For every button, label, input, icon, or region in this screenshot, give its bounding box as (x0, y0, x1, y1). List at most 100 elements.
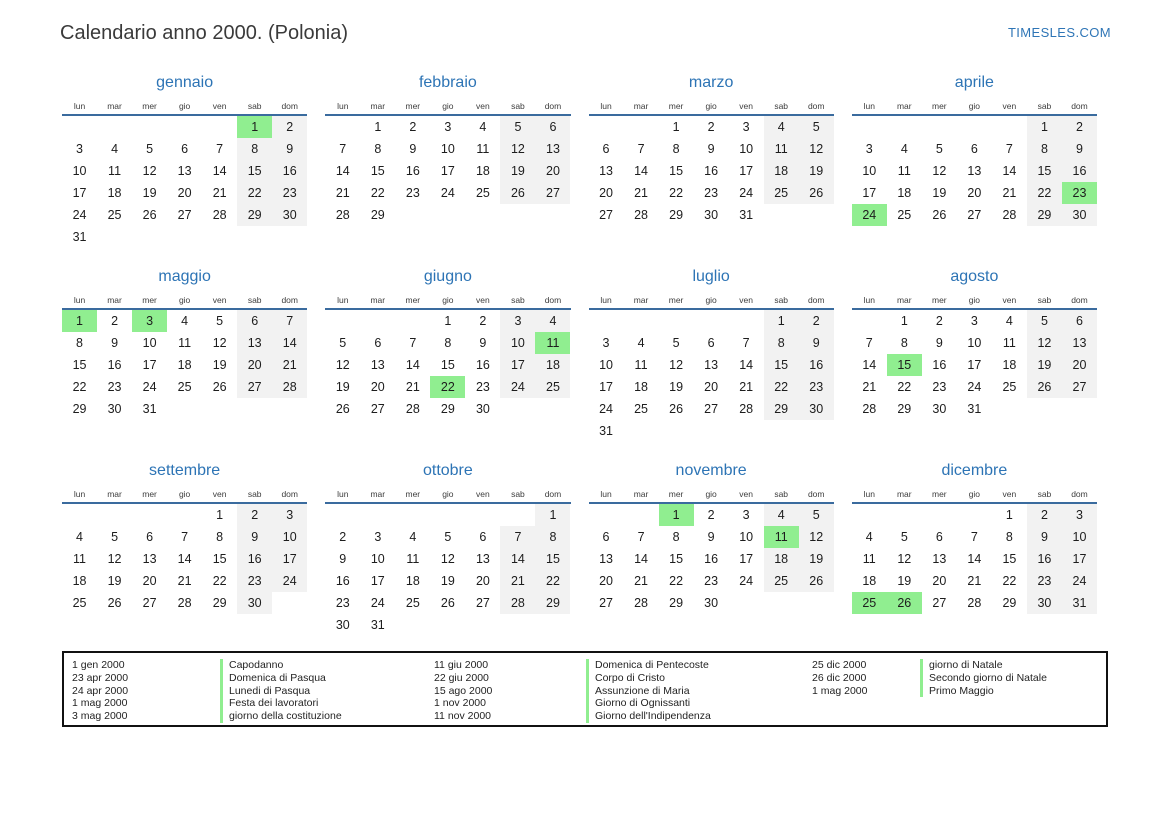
date-cell: 6 (602, 142, 610, 156)
date-cell: 26 (798, 182, 834, 204)
weekday-label: mar (370, 295, 386, 305)
date-cell: 13 (370, 358, 385, 372)
weekday-label: lun (863, 101, 875, 111)
date-cell: 29 (669, 208, 684, 222)
empty-cell (922, 504, 957, 526)
week-row: 17 18 19 20 21 22 23 (589, 376, 834, 398)
date-cell: 12 (500, 138, 536, 160)
holiday-date-cell: 15 (886, 354, 922, 376)
date-cell: 17 (739, 164, 754, 178)
date-cell: 26 (500, 182, 536, 204)
date-cell: 27 (704, 402, 719, 416)
date-cell: 1 (535, 504, 571, 526)
date-cell: 28 (1002, 208, 1017, 222)
empty-cell (465, 504, 500, 526)
legend-group: 11 giu 2000 Domenica di Pentecoste 22 giu … (434, 659, 812, 725)
weekday-header-row: lun mar mer gio ven sab dom (325, 101, 571, 116)
date-cell: 1 (672, 120, 680, 134)
holiday-name: Secondo giorno di Natale (920, 671, 1047, 685)
empty-cell (992, 398, 1027, 420)
week-row: 13 14 15 16 17 18 19 (589, 548, 834, 570)
date-cell: 7 (637, 142, 645, 156)
empty-cell (395, 310, 430, 332)
date-cell: 28 (177, 596, 192, 610)
date-cell: 2 (707, 508, 715, 522)
month-title: aprile (954, 74, 994, 91)
date-cell: 15 (535, 548, 571, 570)
weekday-label: lun (600, 489, 612, 499)
date-cell: 2 (339, 530, 347, 544)
weekday-label: lun (863, 295, 875, 305)
date-cell: 2 (479, 314, 487, 328)
date-cell: 17 (72, 186, 87, 200)
weekday-label: ven (1002, 101, 1017, 111)
empty-cell (624, 420, 659, 442)
date-cell: 28 (272, 376, 308, 398)
date-cell: 30 (335, 618, 350, 632)
empty-cell (167, 398, 202, 420)
date-cell: 21 (212, 186, 227, 200)
date-cell: 3 (970, 314, 978, 328)
legend-group: 1 gen 2000 Capodanno 23 apr 2000 Domenica d… (72, 659, 434, 725)
empty-cell (852, 504, 887, 526)
empty-cell (430, 614, 465, 636)
date-cell: 30 (704, 596, 719, 610)
week-row: 6 7 8 9 10 11 12 (589, 138, 834, 160)
date-cell: 26 (142, 208, 157, 222)
week-row: 20 21 22 23 24 25 26 (589, 570, 834, 592)
weekday-header-row: lun mar mer gio ven sab dom (851, 101, 1097, 116)
date-cell: 5 (500, 116, 536, 138)
date-cell: 26 (669, 402, 684, 416)
date-cell: 7 (742, 336, 750, 350)
empty-cell (764, 204, 799, 226)
empty-cell (272, 398, 307, 420)
empty-cell (97, 226, 132, 248)
date-cell: 6 (1061, 310, 1097, 332)
weekday-header-row: lun mar mer gio ven sab dom (325, 489, 571, 504)
date-cell: 7 (500, 526, 536, 548)
date-cell: 5 (900, 530, 908, 544)
holiday-date-cell: 22 (430, 376, 466, 398)
weekday-label: gio (178, 489, 191, 499)
date-cell: 16 (475, 358, 490, 372)
date-cell: 19 (932, 186, 947, 200)
date-cell: 10 (440, 142, 455, 156)
date-cell: 2 (237, 504, 273, 526)
date-cell: 12 (142, 164, 157, 178)
date-cell: 17 (862, 186, 877, 200)
weekday-label: mer (142, 101, 157, 111)
date-cell: 28 (967, 596, 982, 610)
empty-cell (1027, 398, 1062, 420)
date-cell: 13 (177, 164, 192, 178)
empty-cell (887, 504, 922, 526)
week-row: 27 28 29 30 31 (589, 204, 834, 226)
date-cell: 27 (932, 596, 947, 610)
weekday-label: gio (442, 295, 454, 305)
date-cell: 18 (107, 186, 122, 200)
holiday-date: 15 ago 2000 (434, 684, 493, 697)
weekday-label: dom (807, 489, 825, 499)
date-cell: 6 (479, 530, 487, 544)
date-cell: 12 (335, 358, 350, 372)
date-cell: 6 (237, 310, 273, 332)
date-cell: 20 (237, 354, 273, 376)
brand-link[interactable]: TIMESLES.COM (1007, 25, 1111, 40)
legend-item: 22 giu 2000 Corpo di Cristo (434, 671, 812, 685)
empty-cell (659, 420, 694, 442)
weekday-label: mer (668, 489, 684, 499)
weekday-label: dom (544, 295, 562, 305)
weekday-label: ven (1002, 295, 1017, 305)
date-cell: 15 (763, 354, 799, 376)
date-cell: 13 (535, 138, 571, 160)
week-row: 31 (62, 226, 307, 248)
date-cell: 23 (107, 380, 122, 394)
weekday-label: mer (142, 489, 157, 499)
weekday-label: dom (807, 101, 825, 111)
holiday-date-cell: 24 (851, 204, 887, 226)
date-cell: 19 (500, 160, 536, 182)
months-grid: gennaio lun mar mer gio ven sab dom 1 2 3 4 5 6 7 8 9 10 1… (62, 70, 1097, 652)
